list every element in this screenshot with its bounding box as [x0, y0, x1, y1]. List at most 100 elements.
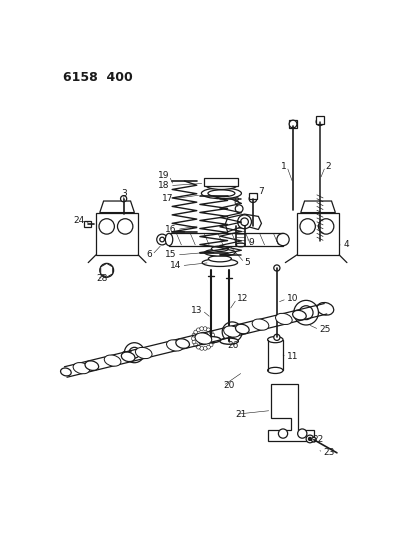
Text: 26: 26 — [228, 341, 239, 350]
Text: 3: 3 — [122, 189, 127, 198]
Circle shape — [192, 333, 196, 337]
Ellipse shape — [166, 340, 183, 351]
Polygon shape — [301, 201, 335, 213]
Ellipse shape — [202, 336, 221, 343]
Bar — [249, 193, 257, 199]
Ellipse shape — [235, 324, 249, 334]
Circle shape — [194, 343, 197, 347]
Ellipse shape — [317, 303, 334, 315]
Circle shape — [209, 330, 213, 334]
Circle shape — [124, 343, 144, 363]
Circle shape — [118, 219, 133, 234]
Ellipse shape — [268, 367, 283, 374]
Circle shape — [289, 120, 297, 128]
Text: 9: 9 — [248, 238, 254, 247]
Circle shape — [278, 429, 288, 438]
Circle shape — [203, 327, 207, 330]
Ellipse shape — [224, 326, 240, 337]
Circle shape — [100, 263, 113, 277]
Circle shape — [274, 334, 280, 341]
Circle shape — [120, 196, 127, 202]
Text: 24: 24 — [73, 216, 84, 225]
Text: 28: 28 — [97, 273, 108, 282]
Ellipse shape — [202, 188, 242, 199]
Ellipse shape — [212, 179, 231, 185]
Text: 12: 12 — [237, 294, 248, 303]
Circle shape — [274, 265, 280, 271]
Ellipse shape — [293, 310, 306, 320]
Circle shape — [300, 219, 315, 234]
Text: 17: 17 — [162, 194, 174, 203]
Circle shape — [306, 435, 314, 443]
Ellipse shape — [104, 355, 121, 366]
Circle shape — [192, 340, 196, 344]
Text: 5: 5 — [244, 258, 250, 267]
Circle shape — [160, 237, 164, 242]
Ellipse shape — [275, 313, 292, 325]
Ellipse shape — [176, 339, 189, 349]
Bar — [297, 213, 339, 255]
Text: 4: 4 — [343, 240, 349, 249]
Text: 22: 22 — [312, 435, 324, 444]
Polygon shape — [225, 214, 262, 232]
Ellipse shape — [195, 333, 212, 344]
Ellipse shape — [236, 224, 245, 228]
Ellipse shape — [165, 233, 173, 246]
Polygon shape — [268, 384, 314, 441]
Circle shape — [197, 328, 200, 332]
Text: 27: 27 — [121, 351, 133, 360]
Circle shape — [316, 118, 324, 126]
Text: 11: 11 — [287, 352, 298, 361]
Text: 7: 7 — [258, 187, 264, 196]
Circle shape — [191, 336, 195, 341]
Ellipse shape — [211, 246, 228, 252]
Ellipse shape — [268, 336, 283, 343]
Circle shape — [308, 438, 312, 440]
Circle shape — [157, 234, 168, 245]
Bar — [96, 213, 138, 255]
Ellipse shape — [60, 368, 71, 376]
Text: 20: 20 — [223, 381, 234, 390]
Circle shape — [197, 345, 200, 349]
Circle shape — [241, 218, 248, 225]
Circle shape — [206, 328, 211, 332]
Ellipse shape — [204, 249, 235, 256]
Text: 13: 13 — [191, 306, 202, 315]
Text: 16: 16 — [165, 225, 177, 234]
Circle shape — [197, 333, 210, 345]
Circle shape — [235, 205, 243, 213]
Circle shape — [103, 266, 111, 274]
Text: 19: 19 — [157, 171, 169, 180]
Ellipse shape — [220, 338, 238, 344]
Circle shape — [209, 343, 213, 347]
Text: 10: 10 — [287, 294, 298, 303]
Bar — [316, 116, 324, 124]
Circle shape — [227, 327, 237, 337]
Ellipse shape — [277, 233, 289, 246]
Ellipse shape — [208, 190, 235, 197]
Ellipse shape — [208, 256, 231, 262]
Text: 2: 2 — [325, 162, 331, 171]
Polygon shape — [101, 263, 113, 277]
Text: 6: 6 — [146, 251, 152, 260]
Ellipse shape — [85, 361, 99, 370]
Bar — [84, 221, 91, 227]
Circle shape — [200, 327, 204, 330]
Text: 21: 21 — [235, 410, 247, 419]
Circle shape — [200, 346, 204, 350]
Circle shape — [211, 336, 215, 341]
Text: 18: 18 — [158, 181, 170, 190]
Circle shape — [203, 346, 207, 350]
Ellipse shape — [205, 180, 237, 189]
Bar — [289, 120, 297, 128]
Text: 14: 14 — [170, 261, 182, 270]
Ellipse shape — [135, 348, 152, 359]
Circle shape — [211, 333, 215, 337]
Circle shape — [318, 219, 334, 234]
Ellipse shape — [121, 352, 135, 361]
Circle shape — [206, 345, 211, 349]
Ellipse shape — [252, 319, 269, 330]
Text: 15: 15 — [165, 251, 177, 260]
Ellipse shape — [202, 259, 237, 266]
Circle shape — [299, 306, 313, 320]
